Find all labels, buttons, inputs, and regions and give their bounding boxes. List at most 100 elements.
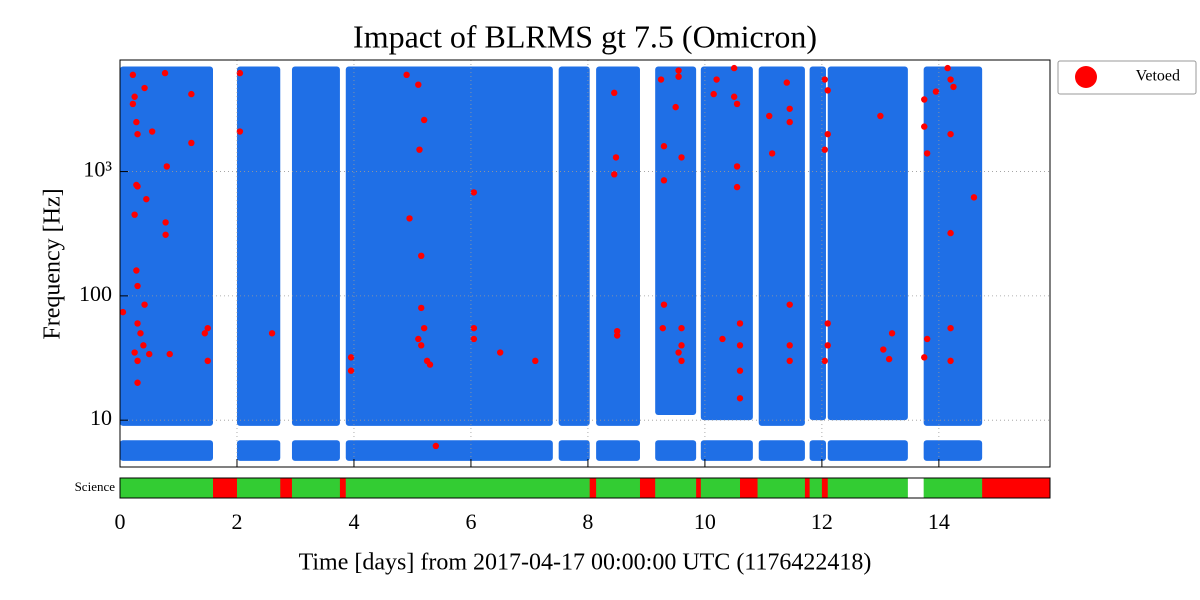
vetoed-point (719, 335, 726, 343)
vetoed-point (880, 346, 887, 353)
vetoed-point (921, 96, 928, 103)
vetoed-point (188, 90, 195, 98)
point-cloud (809, 66, 826, 421)
vetoed-point (821, 76, 829, 83)
vetoed-point (131, 349, 138, 356)
vetoed-point (415, 335, 422, 343)
x-tick-label: 4 (348, 509, 359, 534)
vetoed-point (236, 128, 244, 135)
x-tick-label: 14 (928, 509, 950, 534)
point-cloud (291, 66, 340, 426)
vetoed-point (141, 301, 148, 308)
vetoed-point (710, 90, 717, 98)
segment (639, 478, 656, 498)
vetoed-point (432, 442, 440, 450)
vetoed-point (470, 335, 478, 343)
segment (339, 478, 346, 498)
vetoed-point (947, 229, 954, 237)
vetoed-point (532, 357, 539, 365)
vetoed-point (885, 355, 893, 363)
vetoed-point (923, 150, 931, 157)
vetoed-point (733, 183, 741, 191)
point-cloud (236, 440, 281, 461)
vetoed-point (162, 219, 169, 226)
vetoed-point (947, 324, 954, 332)
vetoed-point (161, 69, 169, 77)
vetoed-point (166, 350, 173, 358)
vetoed-point (766, 112, 773, 120)
vetoed-point (611, 89, 618, 97)
point-cloud (596, 66, 640, 426)
vetoed-point (786, 357, 793, 365)
vetoed-point (736, 367, 744, 374)
vetoed-point (133, 118, 140, 126)
vetoed-point (137, 330, 144, 337)
vetoed-point (420, 324, 428, 332)
point-cloud (120, 66, 213, 426)
vetoed-point (932, 88, 940, 95)
vetoed-point (768, 150, 776, 157)
vetoed-point (786, 301, 793, 308)
vetoed-point (131, 211, 138, 218)
segment-label: Science (75, 479, 116, 494)
vetoed-point (140, 342, 147, 349)
vetoed-point (675, 67, 682, 74)
vetoed-point (146, 350, 153, 358)
vetoed-point (877, 112, 884, 120)
vetoed-point (470, 324, 478, 332)
point-cloud (345, 440, 553, 461)
vetoed-point (678, 324, 685, 332)
vetoed-point (141, 84, 148, 92)
vetoed-point (733, 100, 741, 108)
vetoed-point (672, 103, 679, 111)
x-tick-label: 2 (231, 509, 242, 534)
vetoed-point (134, 130, 141, 138)
y-tick-label: 100 (79, 281, 112, 306)
vetoed-point (660, 143, 668, 150)
vetoed-point (824, 320, 831, 327)
point-cloud (758, 66, 805, 426)
x-tick-label: 12 (811, 509, 833, 534)
vetoed-point (134, 357, 141, 365)
vetoed-point (470, 189, 478, 196)
point-cloud (558, 66, 590, 426)
x-tick-label: 10 (694, 509, 716, 534)
vetoed-point (678, 357, 685, 365)
vetoed-point (733, 163, 741, 170)
vetoed-point (426, 361, 434, 368)
vetoed-point (268, 330, 276, 337)
vetoed-point (188, 139, 195, 147)
point-cloud (558, 440, 590, 461)
vetoed-point (786, 342, 793, 349)
vetoed-point (612, 154, 620, 161)
vetoed-point (824, 342, 831, 349)
x-tick-label: 6 (465, 509, 476, 534)
vetoed-point (204, 357, 211, 365)
vetoed-point (970, 194, 978, 201)
point-cloud (758, 440, 805, 461)
segment-frame (119, 477, 1051, 499)
vetoed-point (821, 357, 829, 365)
vetoed-point (418, 342, 425, 349)
segment (740, 478, 758, 498)
vetoed-point (119, 308, 127, 316)
vetoed-point (713, 76, 720, 83)
vetoed-point (675, 349, 682, 356)
point-cloud (809, 440, 826, 461)
vetoed-point (921, 123, 928, 130)
point-cloud (923, 440, 983, 461)
vetoed-point (730, 64, 738, 72)
point-cloud (827, 66, 908, 421)
point-cloud (236, 66, 281, 426)
vetoed-point (950, 83, 957, 91)
vetoed-point (921, 354, 928, 361)
vetoed-point (131, 93, 138, 100)
vetoed-point (406, 215, 413, 222)
chart-title: Impact of BLRMS gt 7.5 (Omicron) (353, 18, 817, 54)
vetoed-point (657, 76, 665, 83)
vetoed-point (415, 81, 422, 88)
vetoed-point (947, 357, 954, 365)
vetoed-point (236, 69, 244, 77)
vetoed-point (821, 146, 829, 153)
